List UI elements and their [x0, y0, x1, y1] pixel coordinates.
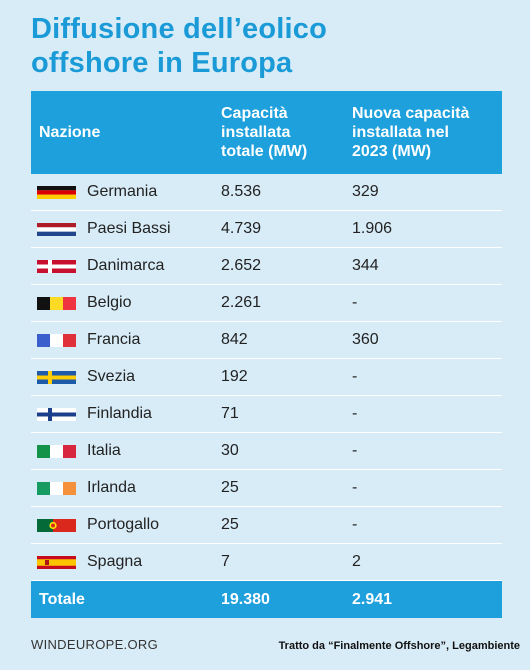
new-capacity: 360 — [352, 331, 379, 348]
total-capacity-sum: 19.380 — [221, 590, 270, 608]
header-country: Nazione — [39, 124, 101, 141]
page-title: Diffusione dell’eolico offshore in Europ… — [31, 12, 327, 80]
new-capacity: 344 — [352, 257, 379, 274]
country-name: Irlanda — [87, 479, 136, 496]
ireland-flag-icon — [37, 481, 76, 495]
new-capacity: - — [352, 516, 358, 533]
capacity-table: Nazione Capacità installata totale (MW) … — [31, 91, 502, 618]
new-capacity: - — [352, 294, 358, 311]
total-capacity: 30 — [221, 442, 239, 459]
sweden-flag-icon — [37, 370, 76, 384]
total-capacity: 4.739 — [221, 220, 262, 237]
table-row: Italia 30 - — [31, 433, 502, 470]
country-name: Italia — [87, 442, 121, 459]
finland-flag-icon — [37, 407, 76, 421]
new-capacity-sum: 2.941 — [352, 590, 393, 608]
total-capacity: 7 — [221, 553, 230, 570]
netherlands-flag-icon — [37, 222, 76, 236]
country-name: Francia — [87, 331, 141, 348]
header-new-capacity: Nuova capacità installata nel 2023 (MW) — [352, 105, 470, 160]
table-row: Francia 842 360 — [31, 322, 502, 359]
table-body: Germania 8.536 329 Paesi Bassi 4.739 1.9… — [31, 174, 502, 581]
table-row: Germania 8.536 329 — [31, 174, 502, 211]
new-capacity: - — [352, 442, 358, 459]
total-capacity: 842 — [221, 331, 248, 348]
denmark-flag-icon — [37, 259, 76, 273]
table-row: Svezia 192 - — [31, 359, 502, 396]
new-capacity: 2 — [352, 553, 361, 570]
total-row: Totale 19.380 2.941 — [31, 581, 502, 618]
title-line-2: offshore in Europa — [31, 47, 293, 79]
publication-credit: Tratto da “Finalmente Offshore”, Legambi… — [278, 640, 520, 652]
table-header: Nazione Capacità installata totale (MW) … — [31, 91, 502, 174]
table-row: Irlanda 25 - — [31, 470, 502, 507]
total-capacity: 25 — [221, 516, 239, 533]
belgium-flag-icon — [37, 296, 76, 310]
germany-flag-icon — [37, 185, 76, 199]
header-total-capacity: Capacità installata totale (MW) — [221, 105, 308, 160]
total-capacity: 71 — [221, 405, 239, 422]
table-row: Danimarca 2.652 344 — [31, 248, 502, 285]
table-row: Portogallo 25 - — [31, 507, 502, 544]
france-flag-icon — [37, 333, 76, 347]
new-capacity: - — [352, 405, 358, 422]
italy-flag-icon — [37, 444, 76, 458]
total-capacity: 25 — [221, 479, 239, 496]
country-name: Paesi Bassi — [87, 220, 171, 237]
total-capacity: 8.536 — [221, 183, 262, 200]
total-label: Totale — [39, 590, 85, 608]
table-row: Finlandia 71 - — [31, 396, 502, 433]
country-name: Finlandia — [87, 405, 152, 422]
total-capacity: 2.652 — [221, 257, 262, 274]
new-capacity: - — [352, 479, 358, 496]
total-capacity: 2.261 — [221, 294, 262, 311]
total-capacity: 192 — [221, 368, 248, 385]
new-capacity: 329 — [352, 183, 379, 200]
country-name: Germania — [87, 183, 158, 200]
country-name: Danimarca — [87, 257, 165, 274]
country-name: Svezia — [87, 368, 136, 385]
table-row: Belgio 2.261 - — [31, 285, 502, 322]
country-name: Portogallo — [87, 516, 160, 533]
country-name: Belgio — [87, 294, 132, 311]
country-name: Spagna — [87, 553, 143, 570]
portugal-flag-icon — [37, 518, 76, 532]
table-row: Spagna 7 2 — [31, 544, 502, 581]
spain-flag-icon — [37, 555, 76, 569]
new-capacity: 1.906 — [352, 220, 393, 237]
table-row: Paesi Bassi 4.739 1.906 — [31, 211, 502, 248]
new-capacity: - — [352, 368, 358, 385]
source-credit: WINDEUROPE.ORG — [31, 637, 158, 652]
title-line-1: Diffusione dell’eolico — [31, 13, 328, 45]
